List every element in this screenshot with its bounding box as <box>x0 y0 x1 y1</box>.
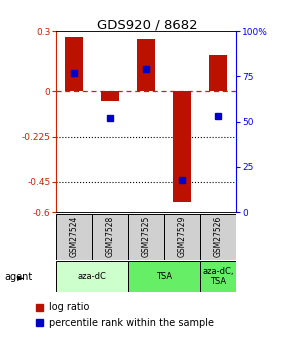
Text: ►: ► <box>17 273 24 282</box>
Bar <box>164 214 200 260</box>
Bar <box>173 91 191 202</box>
Bar <box>200 214 236 260</box>
Text: GSM27528: GSM27528 <box>106 216 115 257</box>
Bar <box>137 39 155 91</box>
Bar <box>128 261 200 292</box>
Text: agent: agent <box>5 273 33 282</box>
Text: log ratio: log ratio <box>49 302 89 312</box>
Bar <box>56 261 128 292</box>
Text: GSM27525: GSM27525 <box>142 216 151 257</box>
Text: aza-dC,
TSA: aza-dC, TSA <box>203 267 234 286</box>
Bar <box>209 55 227 91</box>
Text: GSM27526: GSM27526 <box>214 216 223 257</box>
Bar <box>56 214 92 260</box>
Bar <box>101 91 119 101</box>
Bar <box>65 37 83 91</box>
Text: aza-dC: aza-dC <box>78 272 107 281</box>
Text: GSM27529: GSM27529 <box>178 216 187 257</box>
Bar <box>128 214 164 260</box>
Text: TSA: TSA <box>156 272 172 281</box>
Bar <box>200 261 236 292</box>
Text: GDS920 / 8682: GDS920 / 8682 <box>97 19 197 32</box>
Text: percentile rank within the sample: percentile rank within the sample <box>49 318 214 328</box>
Text: GSM27524: GSM27524 <box>70 216 78 257</box>
Bar <box>92 214 128 260</box>
